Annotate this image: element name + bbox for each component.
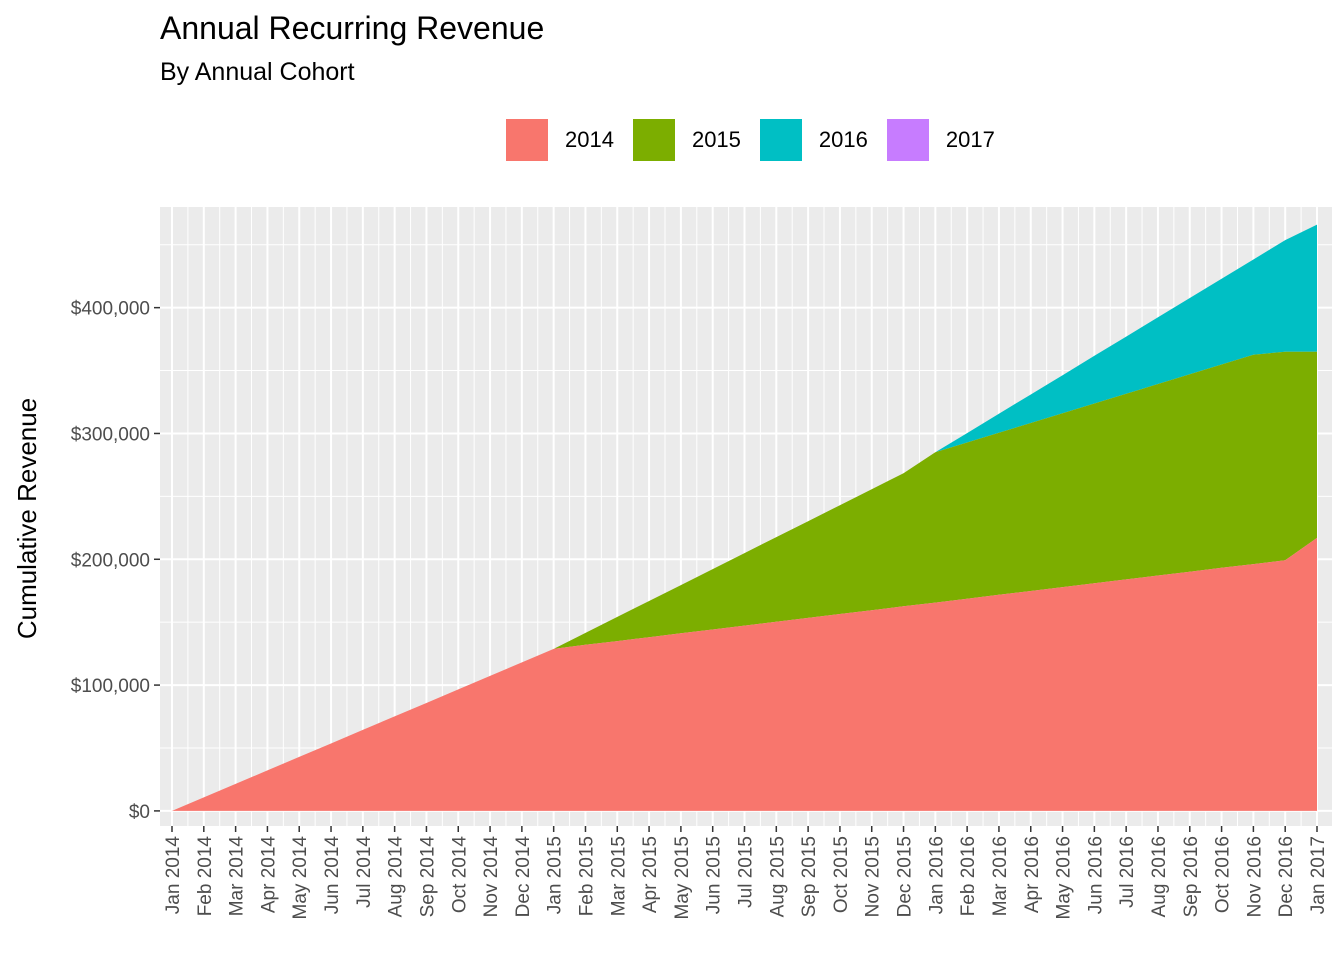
x-tick-label: Nov 2014 bbox=[481, 836, 502, 918]
x-tick-label: Jul 2015 bbox=[736, 836, 757, 908]
x-tick-label: Nov 2016 bbox=[1244, 836, 1265, 917]
y-tick-label: $100,000 bbox=[71, 676, 150, 697]
chart-subtitle: By Annual Cohort bbox=[160, 58, 355, 86]
chart-title: Annual Recurring Revenue bbox=[160, 10, 545, 46]
x-tick-label: Jan 2014 bbox=[163, 836, 184, 915]
legend-item-2014: 2014 bbox=[505, 118, 614, 162]
x-tick-label: Aug 2016 bbox=[1149, 836, 1170, 917]
x-tick-label: Dec 2014 bbox=[513, 836, 534, 918]
legend-item-2015: 2015 bbox=[631, 118, 741, 162]
x-tick-label: Aug 2014 bbox=[386, 836, 407, 918]
area-series-2015 bbox=[172, 351, 1317, 811]
x-tick-label: Feb 2015 bbox=[576, 836, 597, 916]
x-tick-label: Jan 2016 bbox=[926, 836, 947, 914]
x-tick-label: Aug 2015 bbox=[767, 836, 788, 917]
x-tick-label: Oct 2014 bbox=[449, 836, 470, 914]
legend: 2014 2015 2016 2017 bbox=[505, 118, 1013, 162]
x-tick-label: Jun 2015 bbox=[704, 836, 725, 914]
x-tick-label: Mar 2015 bbox=[608, 836, 629, 916]
x-tick-label: Oct 2016 bbox=[1213, 836, 1234, 913]
legend-label-2014: 2014 bbox=[565, 127, 614, 152]
legend-label-2016: 2016 bbox=[818, 127, 868, 152]
legend-item-2017: 2017 bbox=[885, 118, 995, 162]
x-tick-label: Feb 2014 bbox=[195, 836, 216, 917]
x-tick-label: May 2016 bbox=[1054, 836, 1075, 919]
x-tick-label: Sep 2015 bbox=[799, 836, 820, 917]
legend-label-2015: 2015 bbox=[691, 127, 741, 152]
x-tick-label: Apr 2016 bbox=[1022, 836, 1043, 913]
x-tick-label: Feb 2016 bbox=[958, 836, 979, 916]
x-tick-label: Dec 2015 bbox=[895, 836, 916, 917]
y-tick-label: $300,000 bbox=[71, 424, 150, 445]
x-tick-label: Jun 2014 bbox=[322, 836, 343, 915]
x-tick-label: May 2015 bbox=[672, 836, 693, 919]
legend-key-2017 bbox=[885, 118, 930, 162]
x-tick-label: May 2014 bbox=[290, 836, 311, 920]
legend-key-2016 bbox=[758, 118, 803, 162]
legend-label-2017: 2017 bbox=[945, 127, 995, 152]
x-tick-label: Sep 2014 bbox=[417, 836, 438, 918]
x-tick-label: Nov 2015 bbox=[863, 836, 884, 917]
legend-key-2014 bbox=[505, 118, 549, 162]
x-tick-label: Mar 2014 bbox=[227, 836, 248, 917]
y-tick-label: $400,000 bbox=[71, 299, 150, 320]
x-tick-label: Jan 2015 bbox=[545, 836, 566, 914]
y-tick-label: $0 bbox=[129, 802, 150, 823]
x-tick-label: Jan 2017 bbox=[1308, 836, 1329, 914]
x-tick-label: Apr 2015 bbox=[640, 836, 661, 913]
area-series-2014 bbox=[172, 537, 1317, 811]
x-tick-label: Jun 2016 bbox=[1085, 836, 1106, 914]
legend-item-2016: 2016 bbox=[758, 118, 868, 162]
x-tick-label: Dec 2016 bbox=[1276, 836, 1297, 917]
x-tick-label: Sep 2016 bbox=[1181, 836, 1202, 917]
legend-key-2015 bbox=[631, 118, 676, 162]
y-axis-title: Cumulative Revenue bbox=[12, 398, 42, 639]
x-tick-label: Jul 2014 bbox=[354, 836, 375, 908]
y-tick-label: $200,000 bbox=[71, 550, 150, 571]
x-tick-label: Oct 2015 bbox=[831, 836, 852, 913]
x-tick-label: Apr 2014 bbox=[258, 836, 279, 914]
x-tick-label: Jul 2016 bbox=[1117, 836, 1138, 908]
x-tick-label: Mar 2016 bbox=[990, 836, 1011, 916]
